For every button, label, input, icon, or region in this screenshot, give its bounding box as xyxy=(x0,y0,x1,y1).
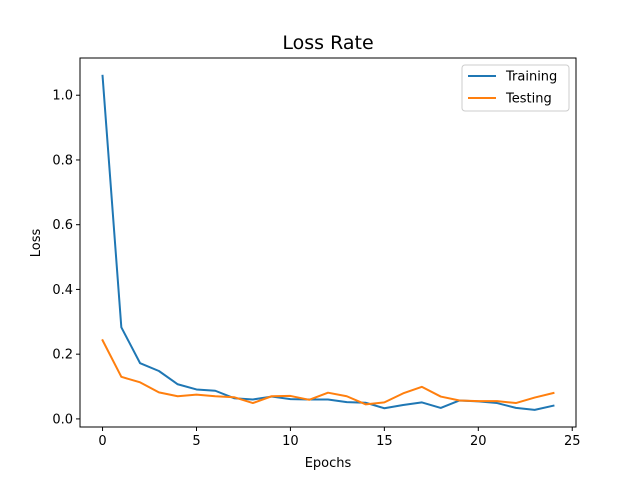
x-tick-label: 20 xyxy=(470,434,487,449)
chart-title: Loss Rate xyxy=(282,32,373,54)
plot-area xyxy=(101,74,555,411)
y-tick-label: 0.2 xyxy=(52,348,73,363)
x-axis-label: Epochs xyxy=(305,456,352,471)
x-tick-label: 15 xyxy=(376,434,393,449)
y-axis-label: Loss xyxy=(29,229,44,258)
legend-label-testing: Testing xyxy=(505,92,552,107)
y-tick-label: 0.8 xyxy=(52,153,73,168)
x-tick-label: 25 xyxy=(564,434,581,449)
x-tick-label: 0 xyxy=(98,434,106,449)
axes-frame xyxy=(79,57,577,428)
series-line-testing xyxy=(101,338,555,406)
legend-label-training: Training xyxy=(505,70,557,85)
x-tick-label: 10 xyxy=(282,434,299,449)
y-tick-label: 1.0 xyxy=(52,89,73,104)
y-tick-label: 0.6 xyxy=(52,218,73,233)
y-axis: 0.0 0.2 0.4 0.6 0.8 1.0 xyxy=(52,89,80,427)
x-axis: 0 5 10 15 20 25 xyxy=(98,427,581,449)
x-tick-label: 5 xyxy=(192,434,200,449)
y-tick-label: 0.0 xyxy=(52,412,73,427)
legend: Training Testing xyxy=(461,64,570,112)
y-tick-label: 0.4 xyxy=(52,283,73,298)
